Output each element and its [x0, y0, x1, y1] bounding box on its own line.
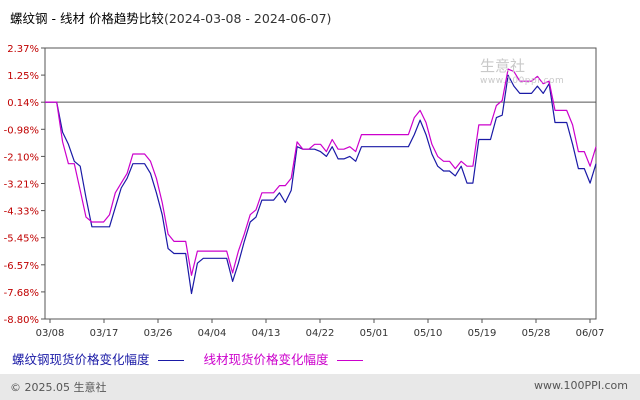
y-tick-label: -5.45%: [4, 234, 39, 245]
y-tick-label: -7.68%: [4, 288, 39, 299]
chart-title: 螺纹钢 - 线材 价格趋势比较(2024-03-08 - 2024-06-07): [10, 8, 331, 27]
x-tick-label: 05/01: [360, 328, 389, 339]
y-tick-label: -4.33%: [4, 207, 39, 218]
watermark-url: www.100ppi.com: [480, 76, 565, 86]
footer-copyright: © 2025.05 生意社: [10, 381, 107, 394]
x-tick-label: 04/04: [198, 328, 227, 339]
legend-swatch-wire-rod: [336, 360, 363, 361]
chart-date-range: (2024-03-08 - 2024-06-07): [163, 11, 332, 26]
chart-legend: 螺纹钢现货价格变化幅度 线材现货价格变化幅度: [12, 349, 379, 368]
footer-bar: © 2025.05 生意社 www.100PPI.com: [0, 374, 640, 400]
y-tick-label: -2.10%: [4, 152, 39, 163]
y-tick-label: -3.21%: [4, 180, 39, 191]
x-tick-label: 04/22: [306, 328, 335, 339]
x-tick-label: 06/07: [576, 328, 605, 339]
y-tick-label: 1.25%: [7, 71, 39, 82]
series-line-rebar: [45, 74, 597, 295]
watermark-name: 生意社: [480, 57, 526, 75]
y-tick-label: 0.14%: [7, 98, 39, 109]
footer-site-link[interactable]: www.100PPI.com: [534, 379, 628, 392]
legend-item-wire-rod: 线材现货价格变化幅度: [204, 349, 363, 368]
series-line-wire-rod: [45, 68, 597, 276]
y-tick-label: 2.37%: [7, 44, 39, 55]
x-tick-label: 05/28: [522, 328, 551, 339]
x-tick-label: 05/10: [414, 328, 443, 339]
legend-label-wire-rod: 线材现货价格变化幅度: [203, 352, 329, 367]
legend-label-rebar: 螺纹钢现货价格变化幅度: [12, 352, 150, 367]
y-tick-label: -6.57%: [4, 261, 39, 272]
watermark: 生意社 www.100ppi.com: [480, 55, 564, 86]
legend-item-rebar: 螺纹钢现货价格变化幅度: [12, 349, 184, 368]
plot-area-frame: [44, 47, 597, 320]
y-tick-label: -8.80%: [4, 315, 39, 326]
legend-swatch-rebar: [157, 360, 184, 361]
x-tick-label: 03/08: [36, 328, 65, 339]
x-tick-label: 05/19: [468, 328, 497, 339]
x-tick-label: 04/13: [252, 328, 281, 339]
chart-title-text: 螺纹钢 - 线材 价格趋势比较: [10, 11, 164, 26]
y-tick-label: -0.98%: [4, 125, 39, 136]
x-tick-label: 03/26: [144, 328, 173, 339]
x-tick-label: 03/17: [90, 328, 119, 339]
